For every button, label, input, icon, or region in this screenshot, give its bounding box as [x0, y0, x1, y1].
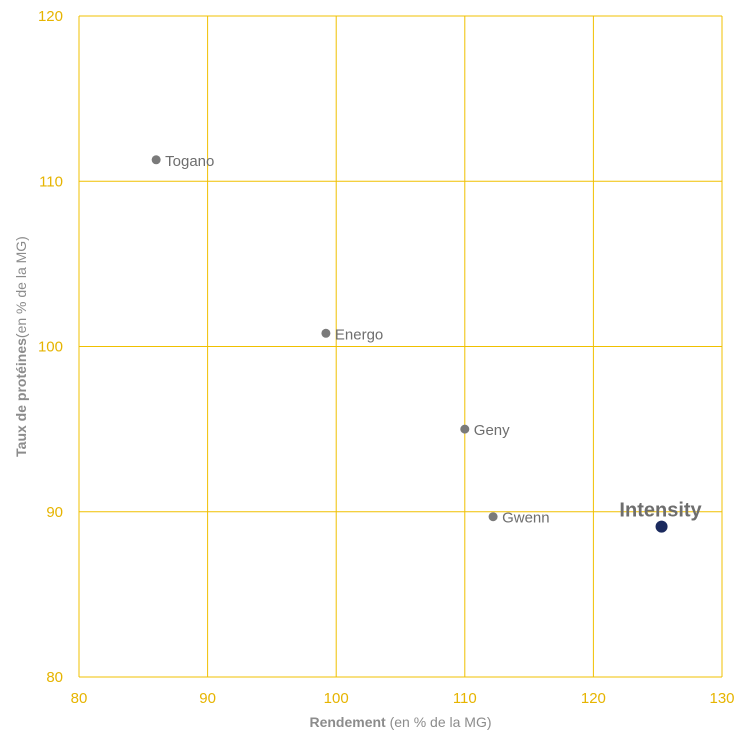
data-point-togano: Togano	[151, 153, 214, 170]
data-point-energo: Energo	[321, 326, 383, 343]
data-point-gwenn: Gwenn	[488, 510, 550, 527]
y-tick-label: 110	[39, 173, 63, 190]
x-axis-label-rest: (en % de la MG)	[386, 714, 492, 730]
x-tick-label: 120	[581, 690, 606, 707]
x-tick-label: 90	[199, 690, 216, 707]
x-tick-label: 110	[453, 690, 477, 707]
x-tick-label: 100	[324, 690, 349, 707]
point-marker	[488, 512, 498, 522]
x-axis-label-bold: Rendement	[309, 714, 386, 730]
y-tick-label: 100	[38, 339, 63, 356]
y-tick-label: 80	[46, 669, 63, 686]
data-point-intensity: Intensity	[619, 500, 703, 533]
point-marker	[151, 155, 161, 165]
data-point-geny: Geny	[460, 422, 510, 439]
point-label: Energo	[335, 326, 383, 343]
y-axis-label-rest: (en % de la MG)	[13, 236, 29, 338]
grid	[78, 15, 723, 678]
y-axis-label: Taux de protéines(en % de la MG)	[13, 236, 29, 457]
x-tick-labels: 80 90 100 110 120 130	[71, 690, 735, 707]
point-marker	[655, 520, 668, 533]
y-tick-label: 120	[38, 8, 63, 25]
point-label: Intensity	[619, 500, 702, 522]
x-axis-label: Rendement (en % de la MG)	[309, 714, 491, 730]
y-tick-labels: 80 90 100 110 120	[38, 8, 63, 686]
x-tick-label: 130	[709, 690, 734, 707]
x-tick-label: 80	[71, 690, 88, 707]
point-label: Gwenn	[502, 510, 550, 527]
point-marker	[321, 328, 331, 338]
point-marker	[460, 424, 470, 434]
point-label: Geny	[474, 422, 510, 439]
y-axis-label-bold: Taux de protéines	[13, 338, 29, 457]
y-tick-label: 90	[46, 504, 63, 521]
data-points: Togano Energo Geny Gwenn Intensity	[151, 153, 703, 533]
point-label: Togano	[165, 153, 214, 170]
